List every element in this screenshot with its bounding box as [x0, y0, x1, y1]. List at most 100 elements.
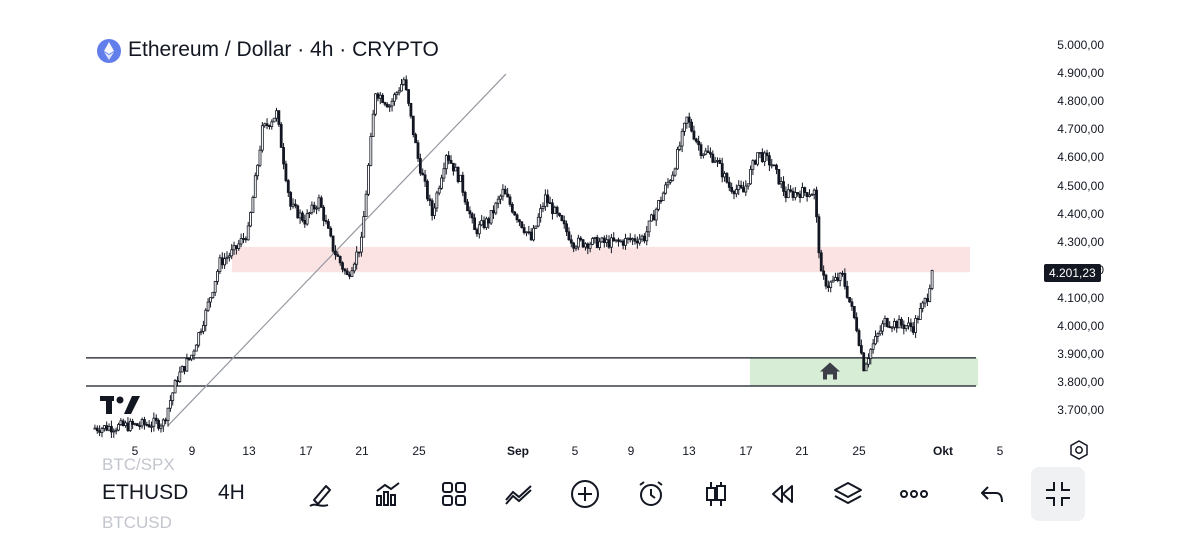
candle-body [826, 285, 830, 288]
collapse-icon[interactable] [1042, 478, 1074, 510]
candle-body [305, 213, 309, 225]
compare-icon[interactable] [503, 478, 535, 510]
time-tick-label: 25 [412, 444, 426, 458]
more-icon[interactable] [898, 478, 930, 510]
candle-body [161, 419, 165, 427]
candle-body [482, 220, 486, 229]
candle-body [579, 237, 583, 241]
candle-body [510, 204, 514, 213]
indicators-icon[interactable] [372, 478, 404, 510]
candle-body [819, 252, 823, 272]
candle-body [845, 285, 849, 298]
candle-body [805, 192, 809, 197]
candle-body [230, 249, 234, 257]
candle-body [251, 197, 255, 214]
layouts-icon[interactable] [438, 478, 470, 510]
candle-body [852, 306, 856, 318]
candle-body [138, 425, 142, 428]
symbol-selector[interactable]: ETHUSD [102, 481, 189, 504]
candle-body [437, 187, 441, 194]
candle-body [602, 237, 606, 243]
candle-body [378, 94, 382, 99]
candle-body [690, 121, 693, 132]
symbol-above[interactable]: BTC/SPX [102, 455, 175, 474]
add-icon[interactable] [569, 478, 601, 510]
candle-body [900, 318, 903, 326]
candle-body [713, 160, 717, 163]
candle-body [253, 175, 257, 198]
candle-body [268, 125, 271, 128]
candle-body [553, 206, 557, 214]
candle-body [341, 262, 344, 270]
candle-body [449, 159, 453, 164]
candle-body [881, 323, 884, 332]
layers-icon[interactable] [832, 478, 864, 510]
candle-body [154, 417, 158, 421]
candle-body [350, 270, 354, 277]
symbol-below[interactable]: BTCUSD [102, 513, 172, 532]
candle-body [848, 296, 851, 303]
candle-body [128, 420, 132, 431]
candle-body [916, 318, 920, 320]
candle-body [430, 200, 434, 216]
price-tick-label: 4.500,00 [1057, 178, 1104, 193]
timeframe-selector[interactable]: 4H [218, 481, 245, 504]
chart-settings-icon[interactable] [1068, 439, 1090, 461]
candle-body [569, 239, 573, 244]
candle-body [168, 400, 172, 409]
replay-icon[interactable] [766, 478, 798, 510]
candle-body [928, 288, 932, 302]
candle-body [588, 243, 592, 249]
alert-icon[interactable] [635, 478, 667, 510]
candle-body [456, 166, 460, 183]
candle-body [451, 162, 455, 172]
candle-body [732, 191, 736, 195]
chart-title[interactable]: Ethereum / Dollar · 4h · CRYPTO [128, 38, 439, 61]
brush-tool-icon[interactable] [306, 478, 338, 510]
candle-body [607, 239, 611, 248]
candle-body [862, 352, 866, 372]
candle-body [150, 425, 153, 428]
candle-body [461, 174, 465, 193]
price-tick-label: 4.300,00 [1057, 234, 1104, 249]
candle-body [631, 238, 635, 241]
candle-body [586, 243, 590, 249]
time-tick-label: 17 [739, 444, 753, 458]
candles-icon[interactable] [700, 478, 732, 510]
candle-body [883, 318, 887, 325]
candle-body [532, 227, 535, 241]
candle-body [617, 239, 620, 242]
undo-icon[interactable] [976, 478, 1008, 510]
candle-body [291, 203, 295, 207]
candle-body [324, 220, 328, 222]
candle-body [102, 425, 106, 429]
candle-body [166, 407, 170, 421]
candle-body [423, 174, 427, 182]
candle-body [329, 227, 333, 237]
candle-body [836, 277, 840, 281]
candle-body [442, 168, 446, 179]
candle-body [652, 214, 656, 221]
candle-body [737, 184, 741, 190]
candle-body [296, 205, 300, 219]
candle-body [367, 164, 370, 195]
candle-body [614, 239, 618, 242]
candle-body [918, 308, 922, 320]
candle-body [463, 191, 467, 203]
candle-body [855, 317, 859, 331]
candle-body [817, 216, 821, 254]
candle-body [145, 424, 149, 426]
candle-body [338, 256, 342, 264]
candle-body [518, 219, 521, 223]
candle-body [308, 212, 311, 215]
candle-body [293, 203, 297, 207]
candle-body [624, 238, 627, 246]
candle-body [515, 214, 519, 221]
trendline [167, 73, 507, 426]
candle-body [551, 202, 554, 214]
candle-body [194, 344, 198, 352]
time-tick-label: 5 [996, 444, 1004, 458]
candle-body [923, 298, 927, 304]
candle-body [235, 245, 238, 249]
